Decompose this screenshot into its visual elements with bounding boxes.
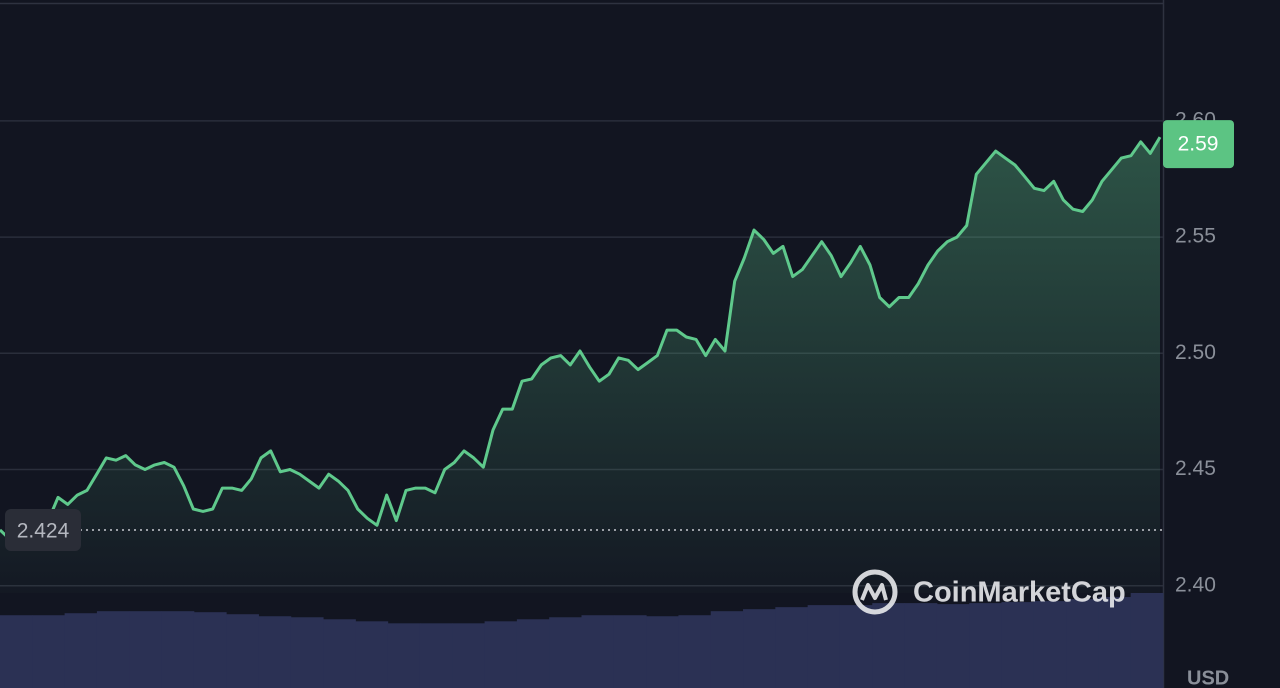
volume-bar xyxy=(193,612,227,688)
reference-label: 2.424 xyxy=(17,519,70,542)
y-tick-label: 2.40 xyxy=(1175,573,1216,596)
price-area xyxy=(0,137,1160,593)
volume-bar xyxy=(743,609,776,688)
logo xyxy=(852,569,898,615)
volume-bar xyxy=(452,623,486,688)
currency-label: USD xyxy=(1187,667,1229,688)
volume-bar xyxy=(1001,602,1035,688)
volume-bar xyxy=(613,615,647,688)
volume-bar xyxy=(710,611,744,688)
volume-bar xyxy=(904,603,938,688)
volume-bar xyxy=(516,619,550,688)
volume-bar xyxy=(96,611,130,688)
volume-bar xyxy=(775,607,809,688)
volume-bar xyxy=(581,615,615,688)
y-tick-label: 2.50 xyxy=(1175,341,1216,364)
volume-bar xyxy=(355,621,389,688)
volume-bar xyxy=(419,623,453,688)
volume-bar xyxy=(969,603,1002,688)
volume-bar xyxy=(678,615,712,688)
volume-bar xyxy=(226,614,259,688)
watermark-text: CoinMarketCap xyxy=(913,577,1126,609)
volume-bar xyxy=(1130,593,1164,688)
volume-bar xyxy=(484,621,518,688)
volume-bar xyxy=(387,623,421,688)
volume-bar xyxy=(549,617,582,688)
volume-bar xyxy=(323,619,356,688)
logo xyxy=(860,583,888,601)
y-tick-label: 2.55 xyxy=(1175,225,1216,248)
watermark: CoinMarketCap xyxy=(852,569,1126,615)
price-line xyxy=(0,136,1162,546)
volume-bar xyxy=(129,611,163,688)
volume-bar xyxy=(646,616,679,688)
volume-bar xyxy=(1066,599,1099,688)
volume-bar xyxy=(161,611,195,688)
volume-bar xyxy=(936,604,970,688)
volume-bar xyxy=(1098,597,1132,688)
volume-bar xyxy=(290,617,324,688)
volume-bar xyxy=(32,615,66,688)
volume-bar xyxy=(258,616,292,688)
price-badge xyxy=(1163,120,1234,169)
volume-bars xyxy=(0,593,1164,688)
price-label: 2.59 xyxy=(1178,133,1219,156)
volume-bar xyxy=(872,603,906,688)
volume-bar xyxy=(807,605,841,688)
volume-bar xyxy=(839,605,873,688)
volume-bar xyxy=(0,615,33,688)
reference-badge xyxy=(5,508,81,551)
y-tick-label: 2.45 xyxy=(1175,457,1216,480)
price-line xyxy=(0,136,1162,593)
volume-bar xyxy=(1033,601,1067,688)
volume-bar xyxy=(64,613,98,688)
